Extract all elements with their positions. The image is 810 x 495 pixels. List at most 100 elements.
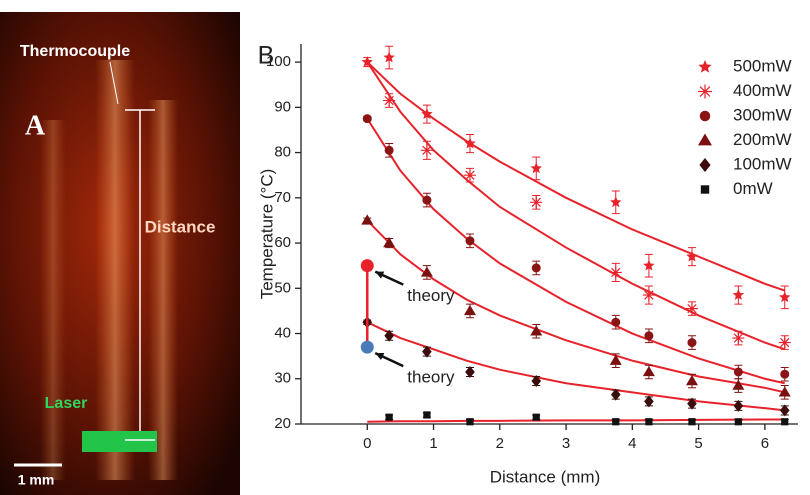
marker-diamond [644,395,654,408]
marker-diamond [610,388,621,401]
laser-block [82,431,157,452]
marker-asterisk [383,94,396,107]
marker-diamond [779,404,790,417]
legend-marker [699,110,711,122]
marker-triangle [463,304,476,316]
legend-marker [699,158,711,172]
marker-triangle [642,365,655,377]
y-tick-label: 30 [274,370,291,387]
label: 1 mm [18,472,55,488]
legend-marker [698,60,712,73]
marker-square [612,418,620,426]
marker-diamond [465,365,475,378]
theory-point [360,259,374,273]
label: Thermocouple [20,43,130,60]
x-tick-label: 6 [761,435,769,452]
marker-diamond [531,375,542,388]
y-tick-label: 50 [274,279,291,296]
marker-triangle [778,386,791,397]
marker-star [383,51,395,63]
marker-asterisk [642,289,655,302]
marker-asterisk [732,332,745,345]
marker-asterisk [609,266,622,279]
marker-star [779,291,791,303]
marker-diamond [733,399,744,412]
arrow-head [375,352,385,361]
marker-circle [780,369,790,379]
marker-triangle [685,375,698,386]
marker-star [643,259,655,271]
marker-triangle [530,325,543,336]
marker-square [385,413,393,421]
legend-marker [698,84,712,99]
legend-marker [698,133,712,146]
legend-label: 400mW [733,81,792,100]
marker-triangle [609,354,622,365]
x-tick-label: 2 [496,435,504,452]
marker-star [732,289,745,300]
fit-curve [366,61,786,292]
marker-circle [644,331,654,341]
marker-star [686,250,698,262]
marker-circle [384,145,394,155]
marker-star [464,137,476,149]
y-tick-label: 60 [274,234,291,251]
y-tick-label: 80 [274,144,291,161]
marker-square [688,418,696,426]
legend-label: 500mW [733,56,792,75]
legend-label: 0mW [733,179,773,198]
legend-label: 200mW [733,130,792,149]
marker-square [645,418,653,426]
marker-diamond [384,329,394,342]
x-tick-label: 1 [429,435,437,452]
marker-circle [611,317,621,327]
marker-asterisk [778,336,791,349]
x-tick-label: 3 [562,435,570,452]
marker-triangle [361,214,374,225]
marker-triangle [383,237,396,248]
y-tick-label: 40 [274,324,291,341]
marker-asterisk [420,144,433,157]
marker-triangle [420,266,433,277]
x-tick-label: 0 [363,435,371,452]
legend-label: 300mW [733,105,792,124]
y-axis-title: Temperature (°C) [257,169,276,300]
fit-curve [366,118,785,385]
marker-diamond [422,345,432,358]
arrow-head [375,271,385,279]
marker-triangle [732,379,745,390]
marker-asterisk [685,302,698,315]
annotation: theory [407,286,455,305]
annotation: theory [407,368,455,387]
label: Laser [45,395,88,412]
theory-point [360,340,374,354]
pointer [109,61,119,105]
legend-marker [700,185,710,194]
marker-circle [465,236,475,246]
streak [40,120,66,480]
marker-circle [362,114,372,124]
y-tick-label: 90 [274,98,291,115]
photo-panel: Thermocouple A Distance Laser 1 mm [0,12,240,495]
marker-circle [733,367,743,377]
y-tick-label: 20 [274,415,291,432]
fit-curve [366,219,785,394]
y-tick-label: 100 [266,53,291,70]
y-tick-label: 70 [274,189,291,206]
streak [95,60,135,480]
marker-circle [531,263,541,273]
fit-curve [367,418,785,423]
marker-circle [687,338,697,348]
marker-star [361,56,373,67]
marker-square [423,411,431,419]
marker-asterisk [463,169,476,182]
marker-square [532,413,540,421]
marker-star [610,196,622,208]
x-axis-title: Distance (mm) [490,467,601,486]
marker-square [466,418,474,426]
marker-diamond [687,397,697,410]
marker-circle [422,195,432,205]
label: Distance [145,217,216,236]
marker-square [781,418,789,426]
